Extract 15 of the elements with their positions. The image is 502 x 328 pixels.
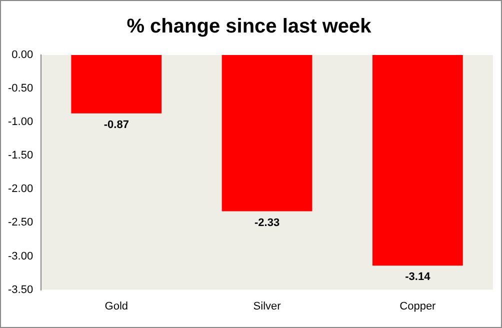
chart-title: % change since last week	[126, 16, 372, 38]
y-tick-label: 0.00	[12, 49, 34, 62]
data-label: -2.33	[254, 216, 280, 229]
x-tick-label: Copper	[400, 300, 436, 312]
data-label: -3.14	[405, 271, 432, 284]
x-tick-label: Silver	[253, 300, 282, 312]
y-tick-label: -2.50	[8, 216, 34, 229]
y-tick-label: -3.00	[8, 250, 34, 262]
x-tick-label: Gold	[104, 300, 128, 312]
y-tick-label: -1.00	[8, 116, 34, 128]
y-tick-label: -3.50	[8, 284, 34, 296]
y-tick-label: -0.50	[8, 82, 34, 95]
y-tick-label: -1.50	[8, 150, 34, 162]
y-tick-label: -2.00	[8, 183, 34, 196]
data-label: -0.87	[104, 118, 129, 131]
